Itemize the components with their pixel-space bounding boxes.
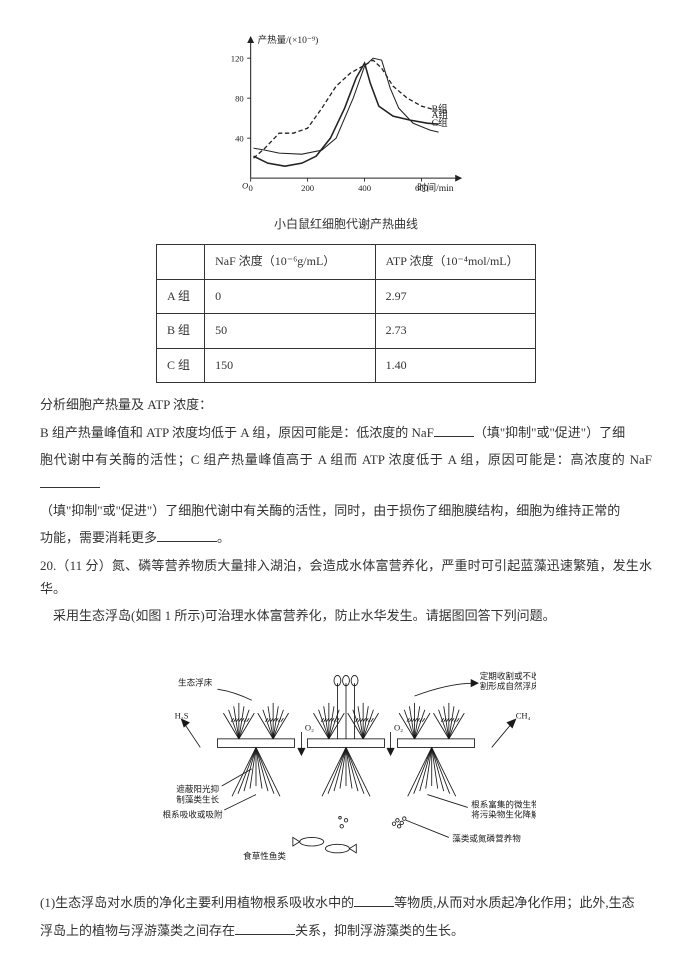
svg-text:定期收割或不收: 定期收割或不收: [480, 670, 536, 681]
svg-text:遮蔽阳光抑: 遮蔽阳光抑: [176, 783, 219, 794]
table-cell: 50: [205, 314, 375, 349]
table-row: C 组1501.40: [157, 348, 536, 383]
svg-text:120: 120: [231, 54, 244, 64]
table-cell: 150: [205, 348, 375, 383]
blank-3: [157, 528, 217, 542]
svg-text:将污染物生化降解: 将污染物生化降解: [471, 809, 536, 820]
blank-5: [235, 921, 295, 935]
svg-text:产热量/(×10⁻⁹): 产热量/(×10⁻⁹): [258, 34, 319, 46]
table-cell: 1.40: [375, 348, 535, 383]
svg-text:O₂: O₂: [394, 722, 403, 732]
chart-caption: 小白鼠红细胞代谢产热曲线: [216, 214, 476, 236]
svg-text:400: 400: [358, 183, 371, 193]
q20-line2: 采用生态浮岛(如图 1 所示)可治理水体富营养化，防止水华发生。请据图回答下列问…: [40, 604, 652, 627]
table-row: A 组02.97: [157, 279, 536, 314]
text: B 组产热量峰值和 ATP 浓度均低于 A 组，原因可能是：低浓度的 NaF: [40, 425, 434, 440]
svg-text:O₂: O₂: [305, 722, 314, 732]
text: 。: [217, 530, 230, 545]
svg-text:割形成自然浮床: 割形成自然浮床: [480, 680, 536, 691]
q20-line1: 20.（11 分）氮、磷等营养物质大量排入湖泊，会造成水体富营养化，严重时可引起…: [40, 554, 652, 601]
heat-curve-chart: 4080120 0200400600O 产热量/(×10⁻⁹) 时间/min B…: [216, 30, 476, 236]
svg-text:CH₄: CH₄: [516, 710, 531, 720]
text: (1)生态浮岛对水质的净化主要利用植物根系吸收水中的: [40, 895, 354, 910]
svg-text:200: 200: [301, 183, 314, 193]
analysis-heading: 分析细胞产热量及 ATP 浓度：: [40, 393, 652, 416]
blank-1: [434, 423, 474, 437]
table-cell: B 组: [157, 314, 205, 349]
text: 等物质,从而对水质起净化作用；此外,生态: [394, 895, 635, 910]
table-cell: A 组: [157, 279, 205, 314]
svg-text:80: 80: [235, 94, 244, 104]
sub1b: 浮岛上的植物与浮游藻类之间存在 关系，抑制浮游藻类的生长。: [40, 919, 652, 942]
blank-4: [354, 893, 394, 907]
svg-text:C组: C组: [432, 117, 448, 129]
svg-text:根系富集的微生物: 根系富集的微生物: [471, 798, 536, 809]
table-header: [157, 244, 205, 279]
text: 浮岛上的植物与浮游藻类之间存在: [40, 923, 235, 938]
table-header: NaF 浓度（10⁻⁶g/mL）: [205, 244, 375, 279]
text: 功能，需要消耗更多: [40, 530, 157, 545]
blank-2: [40, 474, 100, 488]
chart-svg: 4080120 0200400600O 产热量/(×10⁻⁹) 时间/min B…: [216, 30, 476, 205]
table-row: B 组502.73: [157, 314, 536, 349]
svg-text:40: 40: [235, 134, 244, 144]
svg-text:藻类或氮磷营养物: 藻类或氮磷营养物: [452, 833, 521, 844]
sub1: (1)生态浮岛对水质的净化主要利用植物根系吸收水中的 等物质,从而对水质起净化作用…: [40, 891, 652, 914]
text: 关系，抑制浮游藻类的生长。: [295, 923, 464, 938]
table-cell: C 组: [157, 348, 205, 383]
text: 胞代谢中有关酶的活性；C 组产热量峰值高于 A 组而 ATP 浓度低于 A 组，…: [40, 452, 652, 467]
svg-text:生态浮床: 生态浮床: [178, 677, 213, 688]
svg-text:时间/min: 时间/min: [417, 182, 454, 194]
table-cell: 2.73: [375, 314, 535, 349]
floating-island-diagram: 生态浮床定期收割或不收割形成自然浮床H₂SCH₄O₂O₂遮蔽阳光抑制藻类生长根系…: [156, 636, 536, 883]
diagram-svg: 生态浮床定期收割或不收割形成自然浮床H₂SCH₄O₂O₂遮蔽阳光抑制藻类生长根系…: [156, 636, 536, 876]
analysis-line3: （填"抑制"或"促进"）了细胞代谢中有关酶的活性，同时，由于损伤了细胞膜结构，细…: [40, 499, 652, 522]
text: （填"抑制"或"促进"）了细: [474, 425, 625, 440]
svg-text:食草性鱼类: 食草性鱼类: [243, 850, 286, 861]
table-cell: 2.97: [375, 279, 535, 314]
svg-text:H₂S: H₂S: [175, 710, 189, 720]
table-header: ATP 浓度（10⁻⁴mol/mL）: [375, 244, 535, 279]
svg-text:O: O: [242, 181, 249, 191]
svg-text:0: 0: [249, 183, 253, 193]
svg-text:制藻类生长: 制藻类生长: [176, 793, 219, 804]
concentration-table: NaF 浓度（10⁻⁶g/mL）ATP 浓度（10⁻⁴mol/mL） A 组02…: [156, 244, 536, 383]
analysis-line2: 胞代谢中有关酶的活性；C 组产热量峰值高于 A 组而 ATP 浓度低于 A 组，…: [40, 448, 652, 495]
analysis-line3b: 功能，需要消耗更多 。: [40, 526, 652, 549]
svg-text:根系吸收或吸附: 根系吸收或吸附: [163, 809, 223, 820]
table-cell: 0: [205, 279, 375, 314]
analysis-line1: B 组产热量峰值和 ATP 浓度均低于 A 组，原因可能是：低浓度的 NaF （填…: [40, 421, 652, 444]
text: （填"抑制"或"促进"）了细胞代谢中有关酶的活性，同时，由于损伤了细胞膜结构，细…: [40, 503, 620, 518]
